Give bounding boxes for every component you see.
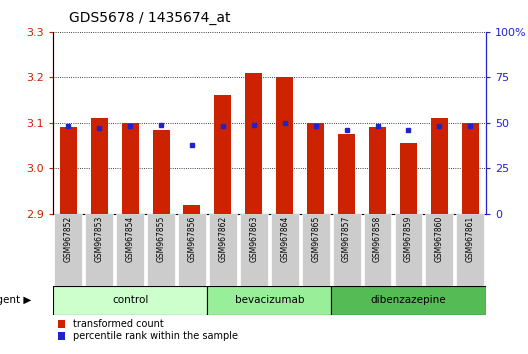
Text: dibenzazepine: dibenzazepine <box>371 296 446 306</box>
FancyBboxPatch shape <box>240 213 268 286</box>
Text: GSM967854: GSM967854 <box>126 216 135 262</box>
FancyBboxPatch shape <box>426 213 453 286</box>
Text: bevacizumab: bevacizumab <box>234 296 304 306</box>
FancyBboxPatch shape <box>178 213 206 286</box>
Bar <box>276 77 293 213</box>
FancyBboxPatch shape <box>116 213 144 286</box>
Bar <box>91 118 108 213</box>
Bar <box>183 205 201 213</box>
Bar <box>121 123 139 213</box>
Bar <box>369 127 386 213</box>
FancyBboxPatch shape <box>54 213 82 286</box>
Legend: transformed count, percentile rank within the sample: transformed count, percentile rank withi… <box>58 319 238 341</box>
Bar <box>462 123 479 213</box>
FancyBboxPatch shape <box>456 213 484 286</box>
Text: GSM967852: GSM967852 <box>64 216 73 262</box>
Text: GSM967856: GSM967856 <box>187 216 196 262</box>
Text: GSM967863: GSM967863 <box>249 216 258 262</box>
Text: GSM967859: GSM967859 <box>404 216 413 262</box>
FancyBboxPatch shape <box>364 213 391 286</box>
Text: GSM967862: GSM967862 <box>219 216 228 262</box>
Bar <box>307 123 324 213</box>
FancyBboxPatch shape <box>53 286 208 315</box>
Text: control: control <box>112 296 148 306</box>
FancyBboxPatch shape <box>271 213 299 286</box>
Bar <box>153 130 169 213</box>
Text: GSM967864: GSM967864 <box>280 216 289 262</box>
FancyBboxPatch shape <box>208 286 331 315</box>
Text: GSM967858: GSM967858 <box>373 216 382 262</box>
Bar <box>214 96 231 213</box>
FancyBboxPatch shape <box>333 213 361 286</box>
FancyBboxPatch shape <box>394 213 422 286</box>
Text: agent ▶: agent ▶ <box>0 296 31 306</box>
FancyBboxPatch shape <box>331 286 486 315</box>
Bar <box>246 73 262 213</box>
Text: GSM967853: GSM967853 <box>95 216 103 262</box>
Text: GSM967865: GSM967865 <box>311 216 320 262</box>
Bar <box>338 134 355 213</box>
Text: GSM967860: GSM967860 <box>435 216 444 262</box>
Text: GSM967857: GSM967857 <box>342 216 351 262</box>
Bar <box>431 118 448 213</box>
Bar <box>60 127 77 213</box>
Text: GSM967855: GSM967855 <box>156 216 166 262</box>
Text: GDS5678 / 1435674_at: GDS5678 / 1435674_at <box>69 11 230 25</box>
Text: GSM967861: GSM967861 <box>466 216 475 262</box>
Bar <box>400 143 417 213</box>
FancyBboxPatch shape <box>209 213 237 286</box>
FancyBboxPatch shape <box>147 213 175 286</box>
FancyBboxPatch shape <box>301 213 329 286</box>
FancyBboxPatch shape <box>86 213 113 286</box>
